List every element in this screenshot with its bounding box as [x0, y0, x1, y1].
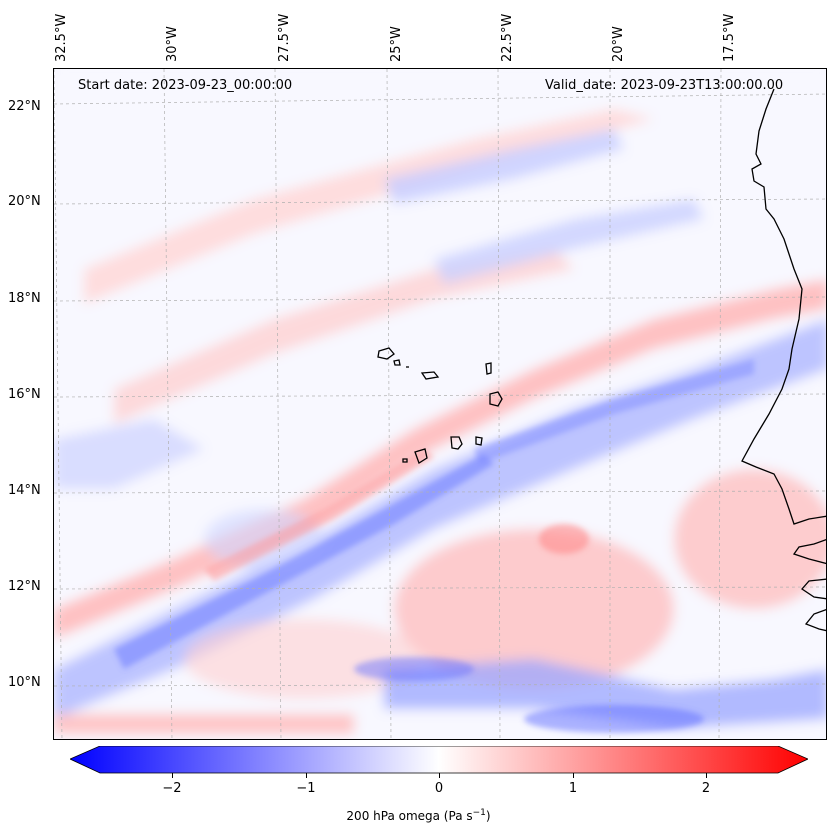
colorbar-tick-label: 2: [701, 781, 711, 796]
lon-label-17-5w: 17.5°W: [722, 13, 737, 62]
lon-label-22-5w: 22.5°W: [500, 13, 515, 62]
colorbar: [70, 746, 808, 774]
lat-label-10n: 10°N: [8, 675, 41, 690]
colorbar-tick: [439, 773, 440, 778]
lat-label-12n: 12°N: [8, 579, 41, 594]
map-frame: [53, 68, 827, 740]
colorbar-fill: [70, 746, 808, 774]
omega-field: [54, 69, 826, 739]
lat-label-14n: 14°N: [8, 483, 41, 498]
lat-label-20n: 20°N: [8, 194, 41, 209]
lon-label-25w: 25°W: [389, 26, 404, 62]
omega-field-map: [54, 69, 826, 739]
lat-label-16n: 16°N: [8, 387, 41, 402]
colorbar-tick-label: −1: [296, 781, 316, 796]
colorbar-tick: [706, 773, 707, 778]
colorbar-tick-label: 0: [434, 781, 444, 796]
colorbar-tick-label: −2: [162, 781, 182, 796]
africa-coastline: [741, 88, 826, 525]
cape-verde-islands: [377, 347, 503, 464]
valid-date-text: Valid_date: 2023-09-23T13:00:00.00: [545, 78, 784, 93]
lon-label-27-5w: 27.5°W: [277, 13, 292, 62]
colorbar-tick-label: 1: [568, 781, 578, 796]
colorbar-label: 200 hPa omega (Pa s−1): [346, 808, 491, 823]
colorbar-tick: [306, 773, 307, 778]
start-date-text: Start date: 2023-09-23_00:00:00: [78, 78, 293, 93]
africa-coastline-south: [792, 539, 826, 632]
colorbar-tick: [573, 773, 574, 778]
colorbar-tick: [172, 773, 173, 778]
lat-label-18n: 18°N: [8, 291, 41, 306]
lon-label-32-5w: 32.5°W: [54, 13, 69, 62]
lon-label-20w: 20°W: [611, 26, 626, 62]
lat-label-22n: 22°N: [8, 99, 41, 114]
lon-label-30w: 30°W: [165, 26, 180, 62]
omega-field-detail: [114, 359, 754, 733]
